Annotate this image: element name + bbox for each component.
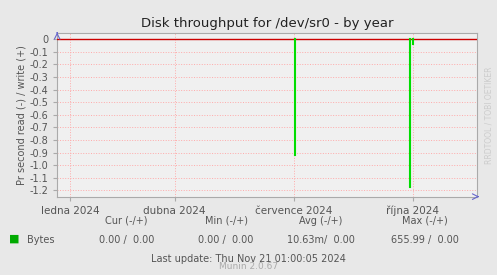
Text: 655.99 /  0.00: 655.99 / 0.00 <box>391 235 459 245</box>
Text: Min (-/+): Min (-/+) <box>205 216 248 226</box>
Text: Munin 2.0.67: Munin 2.0.67 <box>219 262 278 271</box>
Text: 0.00 /  0.00: 0.00 / 0.00 <box>198 235 254 245</box>
Text: Avg (-/+): Avg (-/+) <box>299 216 342 226</box>
Text: Bytes: Bytes <box>27 235 55 245</box>
Text: Cur (-/+): Cur (-/+) <box>105 216 148 226</box>
Text: RRDTOOL / TOBI OETIKER: RRDTOOL / TOBI OETIKER <box>485 67 494 164</box>
Text: Last update: Thu Nov 21 01:00:05 2024: Last update: Thu Nov 21 01:00:05 2024 <box>151 254 346 264</box>
Text: Max (-/+): Max (-/+) <box>402 216 448 226</box>
Y-axis label: Pr second read (-) / write (+): Pr second read (-) / write (+) <box>16 45 26 185</box>
Title: Disk throughput for /dev/sr0 - by year: Disk throughput for /dev/sr0 - by year <box>141 17 394 31</box>
Text: ■: ■ <box>9 234 19 244</box>
Text: 10.63m/  0.00: 10.63m/ 0.00 <box>287 235 354 245</box>
Text: 0.00 /  0.00: 0.00 / 0.00 <box>99 235 155 245</box>
